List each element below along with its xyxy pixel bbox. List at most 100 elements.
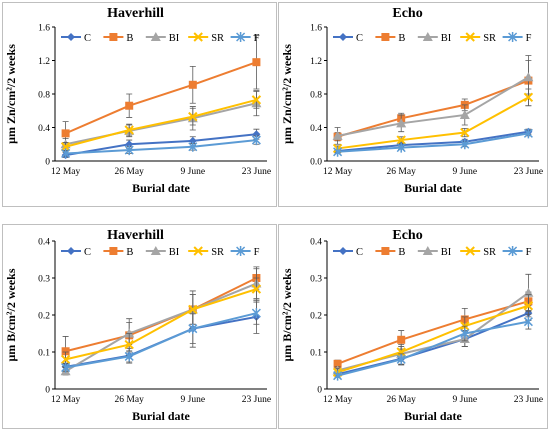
legend-label: B [126,247,133,258]
chart-title: Echo [392,228,422,243]
y-tick-label: 0.3 [310,275,322,285]
x-axis-title: Burial date [404,181,462,195]
series-line [65,139,257,155]
data-point [251,308,261,319]
data-point [460,127,470,138]
x-tick-label: 9 June [453,167,478,177]
chart-svg-4: Echo 0 0.1 0.2 0.3 0.4 12 May 26 May 9 June 23 Ju… [280,228,543,423]
data-point [396,118,407,128]
series-line [337,130,529,152]
legend-label: C [84,33,91,44]
series-line [337,304,529,374]
legend-label: B [398,33,405,44]
data-point [188,141,198,152]
y-tick-label: 0.2 [38,312,50,322]
series-line [65,277,257,353]
data-point [124,125,134,135]
y-tick-label: 0.4 [310,238,322,248]
data-point [332,130,343,140]
data-point [333,370,343,381]
series-f [333,313,533,381]
data-point [523,316,533,327]
legend-label: SR [483,33,496,44]
chart-svg-1: Haverhill 0 0.4 0.8 1.2 1.6 12 May 26 May 9 June… [4,6,271,195]
series-line [65,288,257,361]
x-axis-title: Burial date [132,181,190,195]
x-tick-label: 12 May [323,167,353,177]
series-bi [332,60,534,145]
legend-marker [67,247,75,255]
chart-title: Echo [392,6,422,21]
y-tick-label: 0.4 [38,238,50,248]
data-point [252,58,261,67]
series-line [337,312,529,376]
data-point [523,72,534,82]
legend-marker [465,246,475,256]
y-axis-title: μm Zn/cm²/2 weeks [4,44,18,144]
chart-panel-3: Haverhill 0 0.1 0.2 0.3 0.4 12 May 26 May 9 June… [2,224,277,429]
x-tick-label: 12 May [323,395,353,405]
legend-label: B [126,33,133,44]
legend-label: SR [211,33,224,44]
data-point [251,284,262,294]
y-axis-title: μm Zn/cm²/2 weeks [280,44,294,144]
data-point [460,139,470,150]
legend-label: F [526,33,532,44]
x-tick-label: 26 May [387,395,417,405]
data-point [188,136,197,145]
legend-marker [339,33,347,41]
x-tick-label: 23 June [514,395,543,405]
legend-label: SR [211,247,224,258]
y-tick-label: 0.3 [38,275,50,285]
x-tick-label: 26 May [387,167,417,177]
chart-title: Haverhill [107,228,164,243]
chart-title: Haverhill [107,6,164,21]
data-point [251,135,261,146]
data-point [125,140,134,149]
y-tick-label: 1.2 [310,57,322,67]
legend-label: C [356,33,363,44]
legend-marker [150,32,161,41]
series-line [337,320,529,377]
legend-label: BI [169,33,180,44]
series-line [337,132,529,153]
chart-panel-1: Haverhill 0 0.4 0.8 1.2 1.6 12 May 26 May 9 June… [2,2,277,207]
data-point [460,328,470,339]
data-point [124,351,134,362]
legend-marker [193,32,203,42]
legend: C B BI SR F [61,32,260,44]
data-point [396,135,406,145]
series-c [61,128,261,160]
series-c [61,299,261,371]
legend-marker [67,33,75,41]
data-point [396,142,406,153]
series-f [61,135,261,159]
legend-marker [422,32,433,41]
legend-label: BI [441,247,452,258]
legend-label: SR [483,247,496,258]
data-point [251,95,262,105]
series-b [333,55,533,142]
x-tick-label: 23 June [514,167,543,177]
series-line [337,291,529,372]
x-tick-label: 9 June [453,395,478,405]
data-point [124,339,134,350]
legend-marker [339,247,347,255]
legend-marker [508,32,518,42]
series-b [333,291,533,368]
y-tick-label: 0.1 [310,349,322,359]
x-tick-label: 26 May [115,395,145,405]
x-axis-title: Burial date [404,409,462,423]
y-axis-title: μm B/cm²/2 weeks [4,268,18,361]
legend-marker [381,247,390,255]
legend-label: C [356,247,363,258]
data-point [188,323,198,334]
data-point [523,128,533,139]
data-point [523,301,534,311]
y-tick-label: 0.2 [310,312,322,322]
y-tick-label: 0 [317,386,322,396]
data-point [459,109,470,119]
legend-label: F [254,33,260,44]
x-tick-label: 9 June [181,395,206,405]
